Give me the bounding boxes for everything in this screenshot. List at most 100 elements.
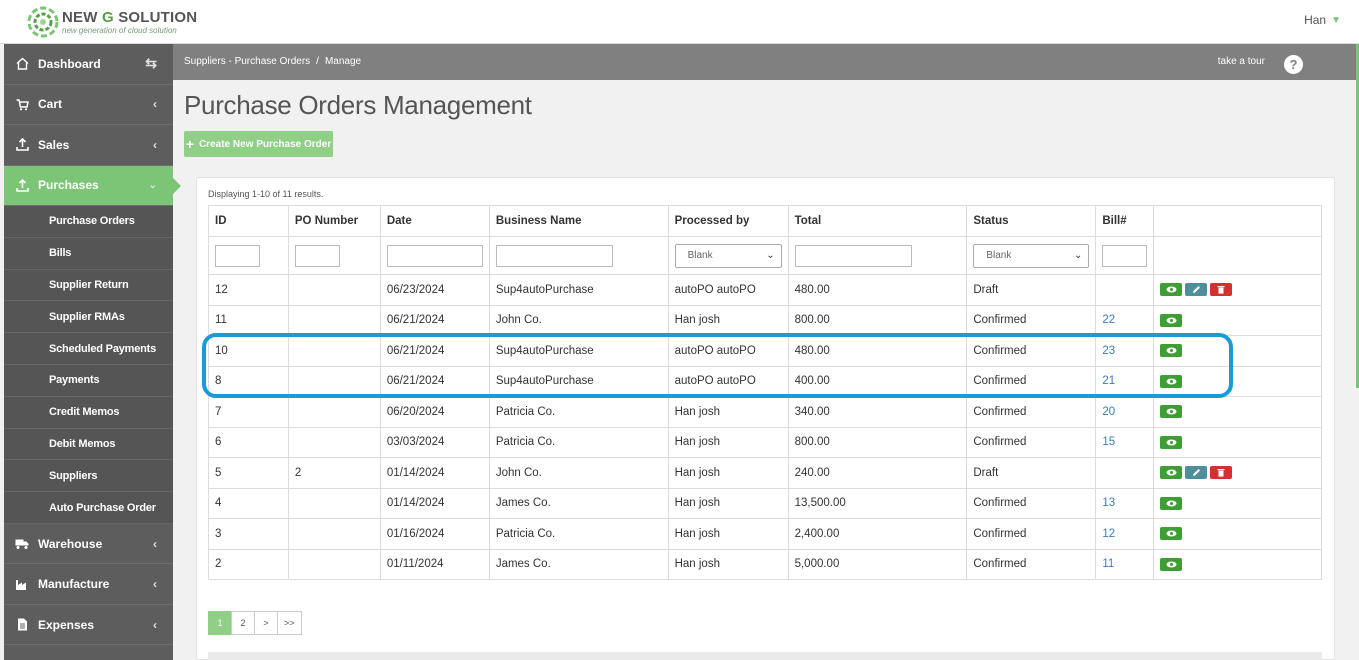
last-page-button[interactable]: >> <box>277 611 302 635</box>
sidebar-subitem-suppliers[interactable]: Suppliers <box>4 460 173 493</box>
cell-id: 5 <box>208 457 289 489</box>
bill-link[interactable]: 12 <box>1102 527 1116 540</box>
sidebar-subitem-supplier-rmas[interactable]: Supplier RMAs <box>4 301 173 334</box>
delete-trash-icon[interactable] <box>1210 466 1233 480</box>
sidebar-item-label: Warehouse <box>38 536 103 551</box>
bill-link[interactable]: 20 <box>1102 405 1116 418</box>
filter-processed-by-select[interactable]: Blank ⌄ <box>674 243 782 268</box>
breadcrumb-link[interactable]: Suppliers - Purchase Orders <box>184 56 311 67</box>
view-eye-icon[interactable] <box>1160 527 1183 541</box>
bill-link[interactable]: 13 <box>1102 497 1116 510</box>
sidebar-subitem-debit-memos[interactable]: Debit Memos <box>4 428 173 461</box>
cell-date: 06/21/2024 <box>379 304 490 336</box>
sidebar-item-dashboard[interactable]: Dashboard ⇆ <box>4 44 173 85</box>
bill-link[interactable]: 15 <box>1102 436 1116 449</box>
page-1-button[interactable]: 1 <box>208 611 232 635</box>
table-row[interactable]: 6 03/03/2024 Patricia Co. Han josh 800.00 Con… <box>208 426 1322 458</box>
table-row[interactable]: 7 06/20/2024 Patricia Co. Han josh 340.00 Con… <box>208 396 1322 428</box>
sidebar-item-cart[interactable]: Cart ‹ <box>4 85 173 125</box>
chevron-left-icon: ‹ <box>153 97 157 112</box>
cell-po-number <box>287 304 381 336</box>
user-menu[interactable]: Han ▼ <box>1304 13 1341 27</box>
cell-actions <box>1153 365 1322 397</box>
column-header-total[interactable]: Total <box>787 205 968 237</box>
sidebar-subitem-bills[interactable]: Bills <box>4 237 173 270</box>
view-eye-icon[interactable] <box>1160 283 1183 297</box>
column-header-date[interactable]: Date <box>379 205 490 237</box>
create-purchase-order-button[interactable]: + Create New Purchase Order <box>184 131 333 157</box>
view-eye-icon[interactable] <box>1160 435 1183 449</box>
bill-link[interactable]: 11 <box>1102 558 1115 571</box>
sidebar-subitem-payments[interactable]: Payments <box>4 364 173 397</box>
table-row[interactable]: 4 01/14/2024 James Co. Han josh 13,500.00 Con… <box>208 487 1322 519</box>
view-eye-icon[interactable] <box>1160 405 1183 419</box>
sidebar-item-expenses[interactable]: Expenses ‹ <box>4 605 173 646</box>
bill-link[interactable]: 22 <box>1102 314 1116 327</box>
bill-link[interactable]: 23 <box>1102 344 1116 357</box>
brand-tagline: new generation of cloud solution <box>62 25 177 35</box>
sidebar-subitem-supplier-return[interactable]: Supplier Return <box>4 269 173 302</box>
column-header-business-name[interactable]: Business Name <box>488 205 669 237</box>
sidebar-item-manufacture[interactable]: Manufacture ‹ <box>4 564 173 605</box>
cell-business-name: Patricia Co. <box>488 426 669 458</box>
edit-pencil-icon[interactable] <box>1185 466 1208 480</box>
filter-business-name-input[interactable] <box>495 244 613 267</box>
next-page-button[interactable]: > <box>254 611 278 635</box>
cell-id: 7 <box>208 396 289 428</box>
sidebar-item-label: Cart <box>38 97 63 112</box>
table-row[interactable]: 5 2 01/14/2024 John Co. Han josh 240.00 Draft <box>208 457 1322 489</box>
column-header-status[interactable]: Status <box>966 205 1097 237</box>
help-icon[interactable]: ? <box>1284 55 1303 74</box>
filter-date-input[interactable] <box>386 244 483 267</box>
edit-pencil-icon[interactable] <box>1185 283 1208 297</box>
view-eye-icon[interactable] <box>1160 557 1183 571</box>
column-header-bill[interactable]: Bill# <box>1095 205 1155 237</box>
cell-actions <box>1153 426 1322 458</box>
column-header-processed-by[interactable]: Processed by <box>667 205 789 237</box>
factory-icon <box>15 577 29 591</box>
cell-actions <box>1153 396 1322 428</box>
sidebar-item-label: Sales <box>38 137 70 152</box>
table-row[interactable]: 11 06/21/2024 John Co. Han josh 800.00 Confir… <box>208 304 1322 336</box>
page-2-button[interactable]: 2 <box>231 611 255 635</box>
view-eye-icon[interactable] <box>1160 374 1183 388</box>
filter-po-number-input[interactable] <box>294 244 340 267</box>
logo[interactable]: NEW G SOLUTION new generation of cloud s… <box>26 4 197 40</box>
sidebar-item-purchases[interactable]: Purchases ⌄ <box>4 165 181 206</box>
column-header-id[interactable]: ID <box>208 205 289 237</box>
sidebar-subitem-scheduled-payments[interactable]: Scheduled Payments <box>4 333 173 365</box>
cell-actions <box>1153 548 1322 580</box>
chevron-left-icon: ‹ <box>153 617 157 632</box>
filter-status-select[interactable]: Blank ⌄ <box>973 243 1090 268</box>
sidebar-subitem-auto-purchase-order[interactable]: Auto Purchase Order <box>4 492 173 524</box>
table-row[interactable]: 10 06/21/2024 Sup4autoPurchase autoPO autoP… <box>208 335 1322 367</box>
cell-status: Confirmed <box>966 487 1097 519</box>
view-eye-icon[interactable] <box>1160 344 1183 358</box>
cell-id: 8 <box>208 365 289 397</box>
sidebar-item-warehouse[interactable]: Warehouse ‹ <box>4 524 173 565</box>
sidebar: Dashboard ⇆ Cart ‹ Sales ‹ Purchases ⌄ P… <box>4 44 181 660</box>
table-row[interactable]: 3 01/16/2024 Patricia Co. Han josh 2,400.00 C… <box>208 518 1322 550</box>
page-scrollbar[interactable] <box>1356 44 1359 388</box>
view-eye-icon[interactable] <box>1160 313 1183 327</box>
filter-bill-input[interactable] <box>1102 244 1148 267</box>
take-tour-link[interactable]: take a tour <box>1217 56 1265 67</box>
table-row[interactable]: 2 01/11/2024 James Co. Han josh 5,000.00 Conf… <box>208 548 1322 580</box>
cell-date: 01/11/2024 <box>379 548 490 580</box>
sidebar-subitem-credit-memos[interactable]: Credit Memos <box>4 396 173 429</box>
cell-status: Draft <box>966 457 1097 489</box>
table-row[interactable]: 12 06/23/2024 Sup4autoPurchase autoPO autoP… <box>208 274 1322 306</box>
cell-id: 11 <box>208 304 289 336</box>
view-eye-icon[interactable] <box>1160 466 1183 480</box>
view-eye-icon[interactable] <box>1160 496 1183 510</box>
bill-link[interactable]: 21 <box>1102 375 1116 388</box>
delete-trash-icon[interactable] <box>1210 283 1233 297</box>
sidebar-subitem-purchase-orders[interactable]: Purchase Orders <box>4 206 173 238</box>
filter-id-input[interactable] <box>215 244 260 267</box>
column-header-po-number[interactable]: PO Number <box>287 205 381 237</box>
table-row[interactable]: 8 06/21/2024 Sup4autoPurchase autoPO autoPO… <box>208 365 1322 397</box>
cell-total: 2,400.00 <box>787 518 968 550</box>
filter-total-input[interactable] <box>794 244 912 267</box>
sidebar-item-sales[interactable]: Sales ‹ <box>4 125 173 166</box>
swap-icon[interactable]: ⇆ <box>145 55 157 72</box>
